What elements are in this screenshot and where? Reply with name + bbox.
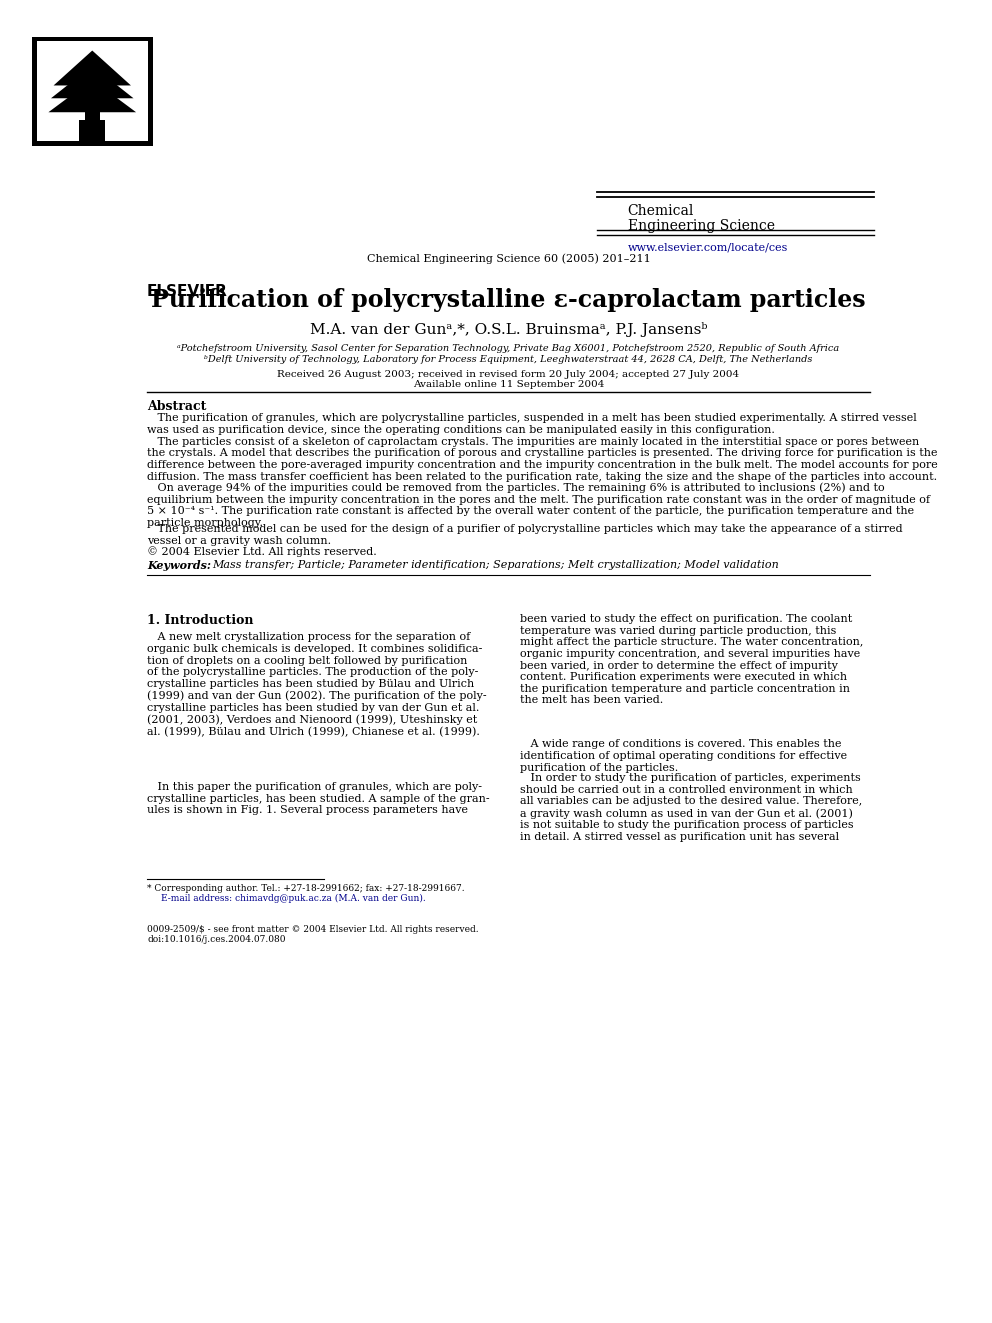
Bar bbox=[37, 41, 148, 142]
Text: © 2004 Elsevier Ltd. All rights reserved.: © 2004 Elsevier Ltd. All rights reserved… bbox=[147, 546, 377, 557]
Text: Mass transfer; Particle; Parameter identification; Separations; Melt crystalliza: Mass transfer; Particle; Parameter ident… bbox=[212, 560, 779, 570]
Text: ᵃPotchefstroom University, Sasol Center for Separation Technology, Private Bag X: ᵃPotchefstroom University, Sasol Center … bbox=[178, 344, 839, 353]
Text: On average 94% of the impurities could be removed from the particles. The remain: On average 94% of the impurities could b… bbox=[147, 483, 930, 528]
Bar bbox=[84, 112, 100, 142]
Polygon shape bbox=[54, 50, 131, 86]
Text: ELSEVIER: ELSEVIER bbox=[147, 284, 228, 299]
Text: * Corresponding author. Tel.: +27-18-2991662; fax: +27-18-2991667.: * Corresponding author. Tel.: +27-18-299… bbox=[147, 884, 464, 893]
Text: doi:10.1016/j.ces.2004.07.080: doi:10.1016/j.ces.2004.07.080 bbox=[147, 935, 286, 945]
Text: www.elsevier.com/locate/ces: www.elsevier.com/locate/ces bbox=[628, 242, 788, 253]
Text: In order to study the purification of particles, experiments
should be carried o: In order to study the purification of pa… bbox=[520, 773, 862, 841]
Text: The particles consist of a skeleton of caprolactam crystals. The impurities are : The particles consist of a skeleton of c… bbox=[147, 437, 937, 482]
Polygon shape bbox=[49, 79, 136, 112]
Text: A wide range of conditions is covered. This enables the
identification of optima: A wide range of conditions is covered. T… bbox=[520, 740, 847, 773]
Text: A new melt crystallization process for the separation of
organic bulk chemicals : A new melt crystallization process for t… bbox=[147, 632, 487, 737]
Text: Chemical Engineering Science 60 (2005) 201–211: Chemical Engineering Science 60 (2005) 2… bbox=[366, 254, 651, 265]
Text: Abstract: Abstract bbox=[147, 400, 206, 413]
Text: Purification of polycrystalline ε-caprolactam particles: Purification of polycrystalline ε-caprol… bbox=[151, 288, 866, 312]
Polygon shape bbox=[51, 66, 134, 98]
Text: In this paper the purification of granules, which are poly-
crystalline particle: In this paper the purification of granul… bbox=[147, 782, 490, 815]
Text: The presented model can be used for the design of a purifier of polycrystalline : The presented model can be used for the … bbox=[147, 524, 903, 546]
Text: been varied to study the effect on purification. The coolant
temperature was var: been varied to study the effect on purif… bbox=[520, 614, 863, 705]
Text: Keywords:: Keywords: bbox=[147, 560, 215, 572]
Text: Received 26 August 2003; received in revised form 20 July 2004; accepted 27 July: Received 26 August 2003; received in rev… bbox=[278, 369, 739, 378]
Text: Engineering Science: Engineering Science bbox=[628, 218, 775, 233]
Text: ᵇDelft University of Technology, Laboratory for Process Equipment, Leeghwaterstr: ᵇDelft University of Technology, Laborat… bbox=[204, 356, 812, 364]
Text: M.A. van der Gunᵃ,*, O.S.L. Bruinsmaᵃ, P.J. Jansensᵇ: M.A. van der Gunᵃ,*, O.S.L. Bruinsmaᵃ, P… bbox=[310, 321, 707, 337]
Text: E-mail address: chimavdg@puk.ac.za (M.A. van der Gun).: E-mail address: chimavdg@puk.ac.za (M.A.… bbox=[161, 894, 426, 904]
Text: 1. Introduction: 1. Introduction bbox=[147, 614, 254, 627]
Bar bbox=[79, 120, 105, 142]
Text: 0009-2509/$ - see front matter © 2004 Elsevier Ltd. All rights reserved.: 0009-2509/$ - see front matter © 2004 El… bbox=[147, 925, 479, 934]
Text: Available online 11 September 2004: Available online 11 September 2004 bbox=[413, 380, 604, 389]
Text: The purification of granules, which are polycrystalline particles, suspended in : The purification of granules, which are … bbox=[147, 413, 917, 435]
Text: Chemical: Chemical bbox=[628, 204, 694, 217]
